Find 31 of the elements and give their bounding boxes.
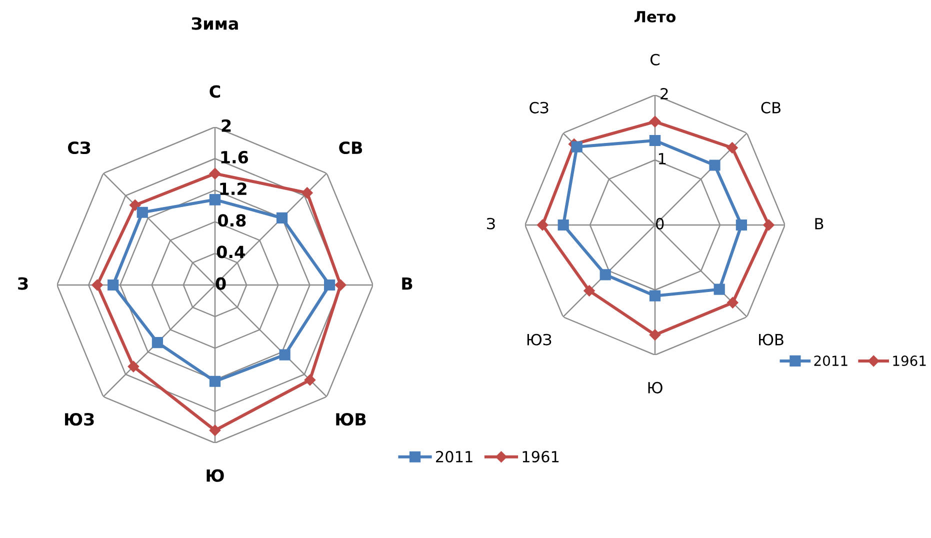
spoke-label: Ю	[206, 469, 224, 482]
spoke-label: СВ	[761, 102, 780, 114]
spoke-label: ЮВ	[336, 413, 366, 426]
y-tick-label: 2	[222, 119, 231, 132]
spoke-label: В	[815, 218, 824, 230]
y-tick-label: 0	[216, 277, 226, 290]
y-tick-label: 2	[660, 88, 668, 100]
spoke-label: З	[18, 277, 28, 290]
chart-title: Зима	[192, 17, 238, 30]
spoke-label: З	[487, 218, 495, 230]
y-tick-label: 0.8	[218, 214, 246, 227]
spoke-label: СЗ	[530, 102, 548, 114]
legend-label: 2011	[436, 450, 472, 462]
y-tick-label: 1	[658, 153, 666, 164]
spoke-label: Ю	[648, 382, 662, 394]
spoke-label: С	[210, 85, 220, 98]
y-tick-label: 1.2	[220, 182, 246, 195]
spoke-label: СВ	[339, 141, 362, 154]
spoke-label: ЮВ	[759, 334, 784, 346]
y-tick-label: 0.4	[216, 246, 245, 258]
legend-label: 1961	[522, 450, 559, 462]
chart-title: Лето	[634, 11, 676, 22]
spoke-label: В	[402, 277, 412, 290]
y-tick-label: 0	[656, 218, 664, 230]
legend-label: 1961	[893, 356, 926, 366]
spoke-label: С	[650, 54, 660, 66]
spoke-label: ЮЗ	[65, 413, 94, 426]
legend-label: 2011	[814, 356, 848, 366]
spoke-label: ЮЗ	[527, 334, 552, 346]
y-tick-label: 1.6	[221, 150, 248, 164]
spoke-label: СЗ	[68, 141, 90, 154]
